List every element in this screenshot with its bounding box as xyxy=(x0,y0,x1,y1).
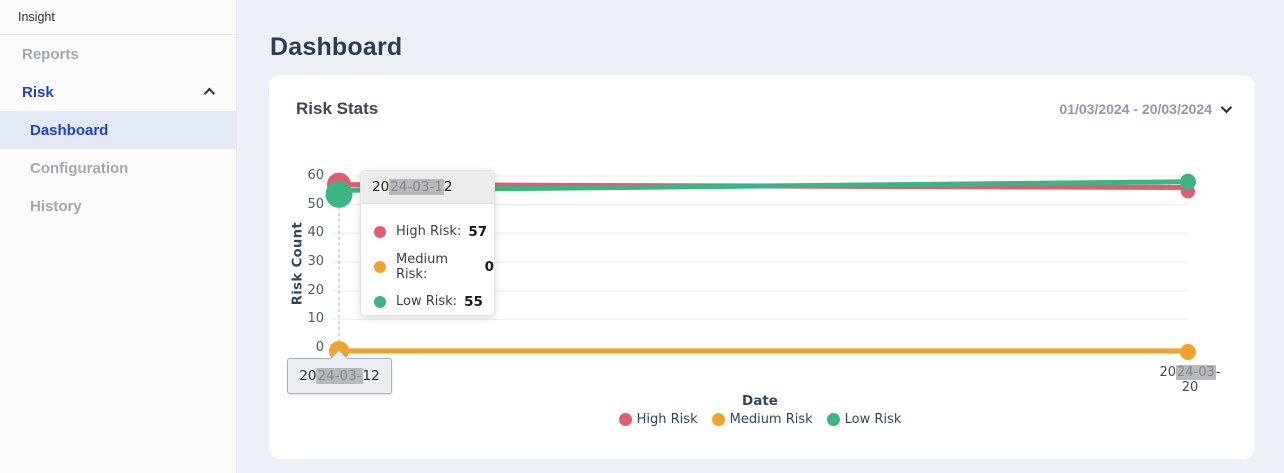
tooltip-row-high-risk: High Risk: 57 xyxy=(374,214,494,249)
x-axis-label-start[interactable]: 20 24-03- 12 xyxy=(287,349,392,394)
y-tick: 50 xyxy=(307,197,324,212)
y-tick: 0 xyxy=(315,340,324,355)
chart-tooltip: 2024-03-12 High Risk: 57 Medium Risk: 0 xyxy=(360,170,495,316)
sidebar: Insight Reports Risk Dashboard Configura… xyxy=(0,0,237,473)
legend-item-low-risk[interactable]: Low Risk xyxy=(826,412,901,427)
tooltip-date: 2024-03-12 xyxy=(361,171,494,204)
date-range-selector[interactable]: 01/03/2024 - 20/03/2024 xyxy=(1059,101,1233,117)
high-risk-dot-icon xyxy=(374,225,386,238)
page-title: Dashboard xyxy=(270,33,403,61)
tooltip-row-low-risk: Low Risk: 55 xyxy=(374,284,494,319)
sidebar-item-label: History xyxy=(30,197,82,215)
sidebar-item-history[interactable]: History xyxy=(0,187,236,225)
risk-stats-card: Risk Stats 01/03/2024 - 20/03/2024 0 10 … xyxy=(269,75,1255,459)
sidebar-item-label: Dashboard xyxy=(30,121,109,139)
y-tick: 10 xyxy=(307,311,324,326)
y-tick: 20 xyxy=(307,283,324,298)
high-risk-dot-icon xyxy=(618,413,632,426)
y-tick: 30 xyxy=(307,254,324,269)
y-axis-title: Risk Count xyxy=(290,221,306,306)
medium-risk-dot-icon xyxy=(374,260,386,273)
sidebar-item-label: Reports xyxy=(22,45,79,63)
y-tick: 40 xyxy=(307,225,324,240)
redaction-box: 24-03 xyxy=(1176,365,1216,380)
sidebar-item-label: Risk xyxy=(22,83,54,101)
sidebar-item-label: Configuration xyxy=(30,159,129,177)
date-range-value: 01/03/2024 - 20/03/2024 xyxy=(1059,101,1212,117)
redaction-box: 24-03- xyxy=(316,368,363,384)
risk-line-chart[interactable]: 0 10 20 30 40 50 60 Risk Count Date 2024… xyxy=(269,75,1255,459)
legend-item-high-risk[interactable]: High Risk xyxy=(618,412,698,427)
sidebar-item-configuration[interactable]: Configuration xyxy=(0,149,236,187)
low-risk-dot-icon xyxy=(374,295,386,308)
redaction-box: 24-03-1 xyxy=(389,179,444,195)
low-risk-dot-icon xyxy=(826,413,840,426)
y-tick: 60 xyxy=(307,168,324,183)
card-title: Risk Stats xyxy=(296,99,379,118)
x-axis-title: Date xyxy=(742,393,778,409)
tooltip-row-medium-risk: Medium Risk: 0 xyxy=(374,249,494,284)
legend-item-medium-risk[interactable]: Medium Risk xyxy=(711,412,813,427)
sidebar-item-risk[interactable]: Risk xyxy=(0,73,236,111)
brand-logo: Insight xyxy=(0,0,236,35)
main-content: Dashboard Risk Stats 01/03/2024 - 20/03/… xyxy=(237,0,1284,473)
sidebar-item-dashboard[interactable]: Dashboard xyxy=(0,111,236,149)
medium-risk-dot-icon xyxy=(711,413,725,426)
x-axis-label-end: 2024-03-20 xyxy=(1159,365,1221,395)
sidebar-nav: Reports Risk Dashboard Configuration His… xyxy=(0,35,236,225)
sidebar-item-reports[interactable]: Reports xyxy=(0,35,236,73)
chevron-up-icon[interactable] xyxy=(203,87,216,100)
chart-legend: High Risk Medium Risk Low Risk xyxy=(332,412,1188,427)
